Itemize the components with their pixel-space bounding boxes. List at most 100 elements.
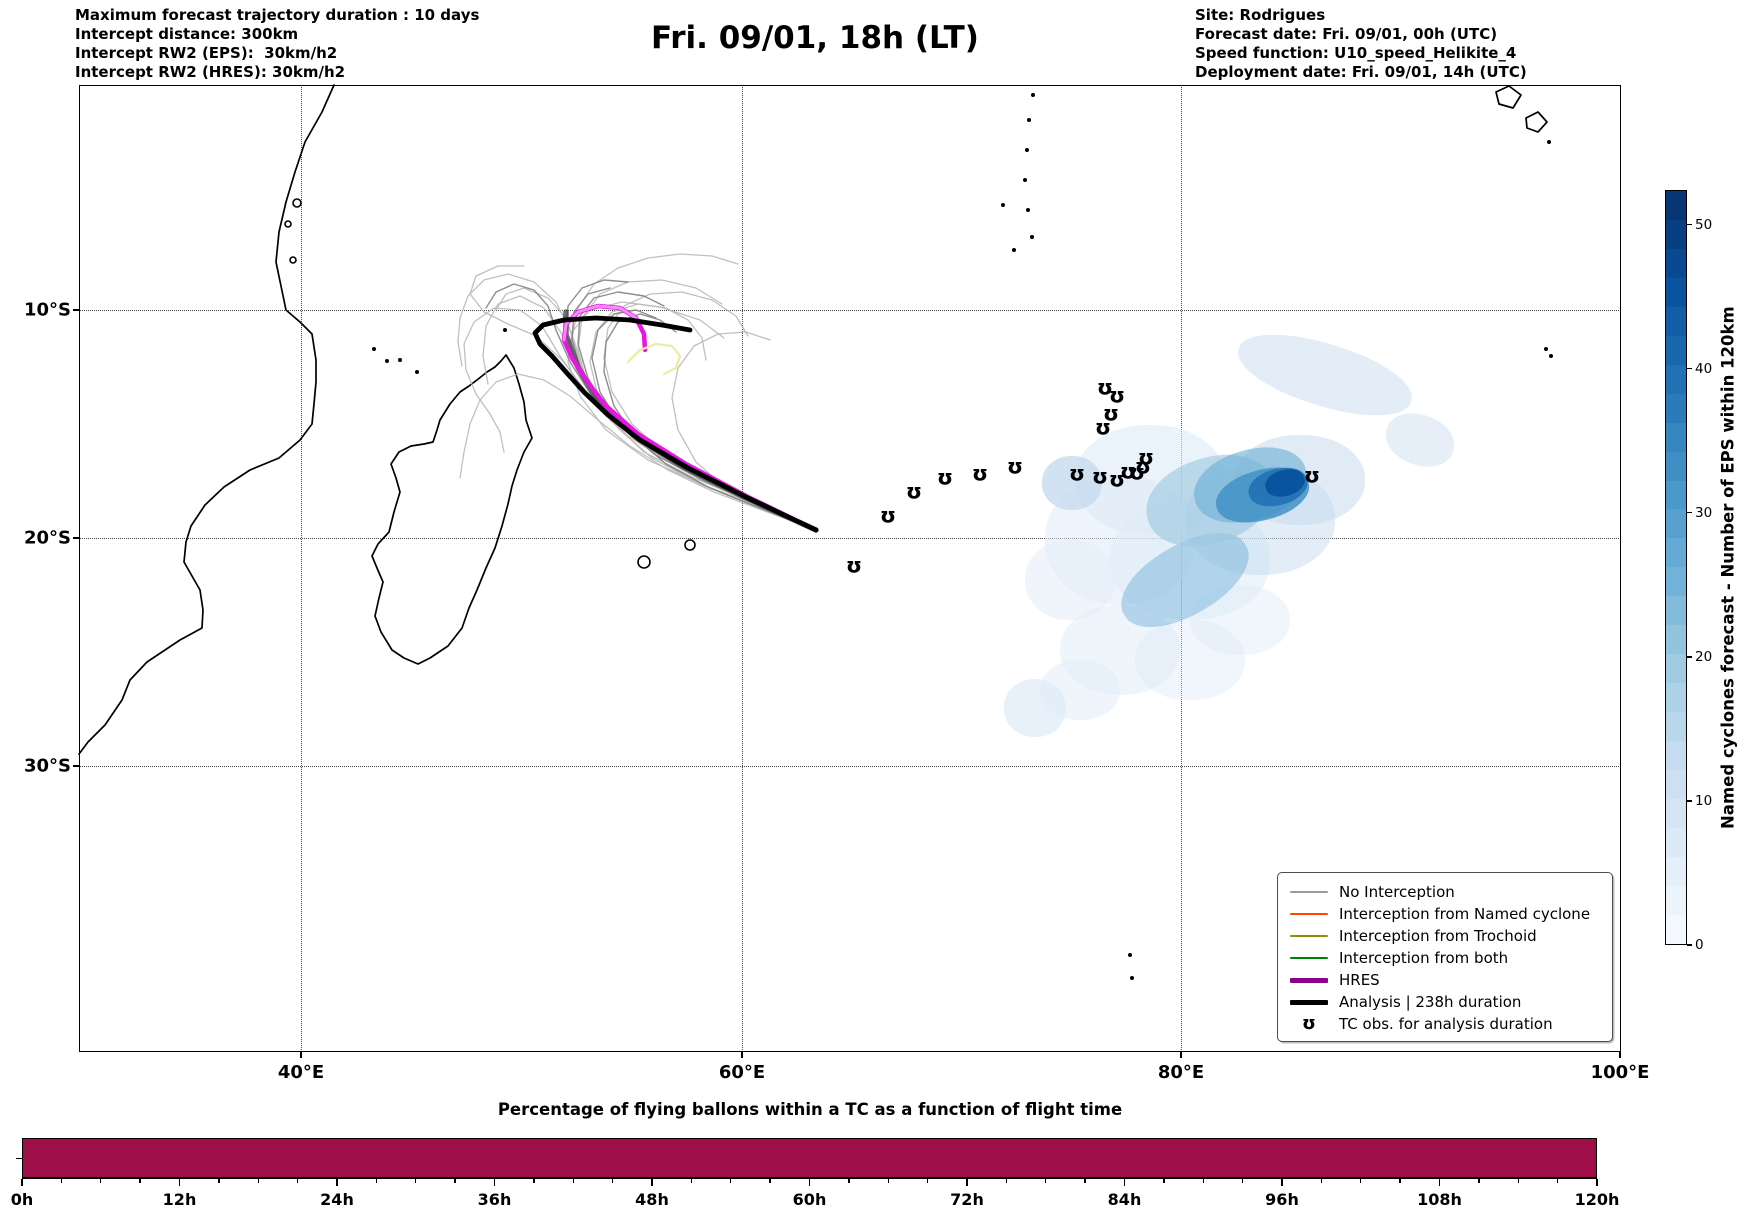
x-tickmark xyxy=(300,1052,302,1058)
y-tick-label: 10°S xyxy=(23,299,71,321)
tc-obs-icon: ʊ xyxy=(1094,415,1112,440)
deployment-date-text: Deployment date: Fri. 09/01, 14h (UTC) xyxy=(1195,63,1527,81)
y-tickmark xyxy=(73,537,79,539)
colorbar-step xyxy=(1666,654,1686,684)
x-tickmark xyxy=(1180,1052,1182,1058)
tc-obs-icon: ʊ xyxy=(1134,454,1152,479)
bottom-major-tick xyxy=(1123,1179,1126,1186)
bottom-major-tick xyxy=(178,1179,181,1186)
legend-line-swatch xyxy=(1288,913,1330,915)
colorbar-tick-label: 10 xyxy=(1695,792,1713,809)
colorbar-step xyxy=(1666,712,1686,742)
legend-line-swatch xyxy=(1288,935,1330,937)
forecast-date-text: Forecast date: Fri. 09/01, 00h (UTC) xyxy=(1195,25,1498,43)
flight-time-bar xyxy=(22,1138,1597,1178)
colorbar-step xyxy=(1666,422,1686,452)
colorbar-tickmark xyxy=(1687,944,1692,946)
bottom-major-tick xyxy=(1596,1179,1598,1186)
colorbar-step xyxy=(1666,393,1686,423)
colorbar-step xyxy=(1666,828,1686,858)
bottom-minor-tick xyxy=(1241,1179,1244,1183)
colorbar-tickmark xyxy=(1687,656,1692,658)
colorbar-tick-label: 50 xyxy=(1695,216,1713,233)
colorbar-step xyxy=(1666,857,1686,887)
bottom-minor-tick xyxy=(1320,1179,1323,1183)
bottom-minor-tick xyxy=(1084,1179,1086,1183)
colorbar-step xyxy=(1666,625,1686,655)
bottom-tick-label: 96h xyxy=(1265,1190,1299,1209)
legend-row: Interception from Named cyclone xyxy=(1288,903,1602,925)
tc-obs-icon: ʊ xyxy=(1006,454,1024,479)
colorbar-tickmark xyxy=(1687,367,1692,370)
legend-label: Analysis | 238h duration xyxy=(1339,993,1522,1011)
y-tickmark xyxy=(73,309,79,311)
bottom-chart-title: Percentage of flying ballons within a TC… xyxy=(497,1100,1123,1119)
colorbar-tickmark xyxy=(1687,800,1692,802)
map-legend: No Interception Interception from Named c… xyxy=(1277,872,1613,1042)
x-tickmark xyxy=(741,1052,743,1058)
colorbar-tick-label: 40 xyxy=(1695,360,1713,377)
bottom-tick-label: 48h xyxy=(635,1190,669,1209)
tc-obs-icon: ʊ xyxy=(1091,464,1109,489)
colorbar-label: Named cyclones forecast - Number of EPS … xyxy=(1718,306,1738,829)
legend-label: Interception from Trochoid xyxy=(1339,927,1537,945)
x-tick-label: 60°E xyxy=(718,1062,766,1083)
tc-obs-icon: ʊ xyxy=(936,465,954,490)
bottom-minor-tick xyxy=(139,1179,141,1183)
bottom-tick-label: 12h xyxy=(162,1190,197,1209)
tc-obs-icon: ʊ xyxy=(1108,383,1126,408)
legend-line-swatch xyxy=(1288,999,1330,1005)
colorbar-tick-label: 30 xyxy=(1695,504,1713,521)
legend-row: Interception from Trochoid xyxy=(1288,925,1602,947)
bottom-minor-tick xyxy=(611,1179,614,1183)
colorbar-step xyxy=(1666,451,1686,481)
bottom-minor-tick xyxy=(926,1179,929,1183)
bottom-minor-tick xyxy=(1517,1179,1519,1183)
bottom-tick-label: 60h xyxy=(792,1190,827,1209)
colorbar-step xyxy=(1666,567,1686,597)
colorbar-step xyxy=(1666,538,1686,568)
bottom-minor-tick xyxy=(218,1179,220,1183)
x-tick-label: 80°E xyxy=(1157,1062,1205,1083)
bottom-tick-label: 84h xyxy=(1107,1190,1142,1209)
bottom-tick-label: 0h xyxy=(10,1190,34,1209)
colorbar-tick-label: 0 xyxy=(1695,937,1704,953)
site-text: Site: Rodrigues xyxy=(1195,6,1326,24)
bottom-minor-tick xyxy=(100,1179,102,1183)
bottom-tick-label: 24h xyxy=(320,1190,354,1209)
tc-obs-icon: ʊ xyxy=(1137,445,1155,470)
legend-line xyxy=(1290,977,1328,983)
bottom-major-tick xyxy=(966,1179,968,1186)
legend-row: HRES xyxy=(1288,969,1602,991)
tc-obs-icon: ʊ xyxy=(879,503,897,528)
legend-line xyxy=(1290,913,1328,915)
bottom-tick-label: 36h xyxy=(477,1190,512,1209)
tc-obs-icon: ʊ xyxy=(845,553,863,578)
bottom-minor-tick xyxy=(848,1179,850,1183)
legend-line-swatch xyxy=(1288,957,1330,959)
bottom-major-tick xyxy=(336,1179,338,1186)
density-blob xyxy=(1190,585,1290,655)
x-tickmark xyxy=(1619,1052,1621,1058)
bottom-minor-tick xyxy=(375,1179,378,1183)
legend-label: Interception from both xyxy=(1339,949,1509,967)
legend-row: ʊ TC obs. for analysis duration xyxy=(1288,1013,1602,1035)
gridline-horizontal xyxy=(79,538,1621,539)
legend-line xyxy=(1290,999,1328,1005)
tc-obs-icon: ʊ xyxy=(1108,467,1126,492)
bottom-y-tickmark xyxy=(16,1158,22,1160)
bottom-axis-line xyxy=(22,1178,1597,1180)
bottom-minor-tick xyxy=(730,1179,732,1183)
bottom-minor-tick xyxy=(1556,1179,1559,1183)
gridline-horizontal xyxy=(79,310,1621,311)
tc-obs-icon: ʊ xyxy=(1119,459,1137,484)
density-blob xyxy=(1025,540,1115,620)
legend-line xyxy=(1290,891,1328,893)
colorbar-step xyxy=(1666,190,1686,220)
tc-obs-legend-icon: ʊ xyxy=(1288,1015,1330,1033)
colorbar-step xyxy=(1666,480,1686,510)
y-tickmark xyxy=(73,765,79,767)
colorbar-step xyxy=(1666,364,1686,394)
bottom-minor-tick xyxy=(60,1179,63,1183)
